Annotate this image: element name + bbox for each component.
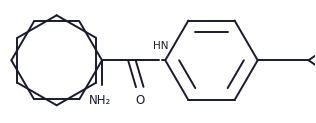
Text: HN: HN [153,41,168,51]
Text: O: O [136,94,145,107]
Text: NH₂: NH₂ [89,94,112,107]
